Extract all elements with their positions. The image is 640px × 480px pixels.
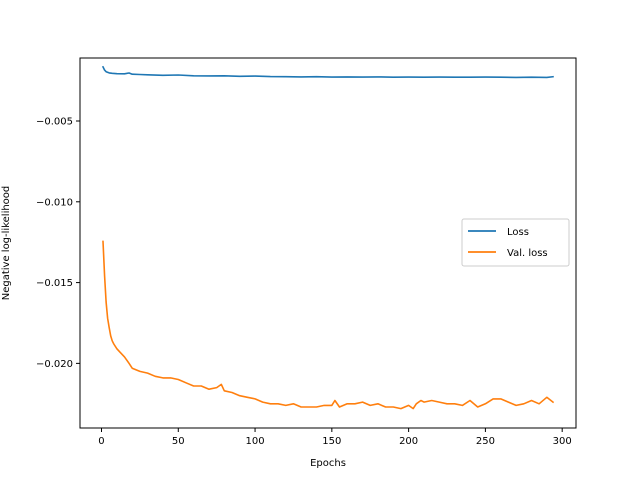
x-tick-label: 300 bbox=[553, 436, 572, 447]
legend: Loss Val. loss bbox=[461, 218, 570, 267]
axes-layer bbox=[79, 57, 577, 429]
y-tick-label: −0.020 bbox=[36, 359, 73, 370]
y-axis-ticks: −0.020 −0.015 −0.010 −0.005 bbox=[36, 117, 80, 370]
y-tick-label: −0.015 bbox=[36, 278, 73, 289]
series-layer bbox=[101, 65, 555, 410]
plot-frame bbox=[79, 57, 577, 429]
legend-label-loss: Loss bbox=[507, 227, 529, 238]
y-tick-label: −0.010 bbox=[36, 197, 73, 208]
x-tick-label: 0 bbox=[98, 436, 104, 447]
x-axis-ticks: 0 50 100 150 200 250 300 bbox=[98, 428, 572, 447]
series-line-val-loss bbox=[102, 240, 555, 410]
series-line-loss bbox=[101, 65, 554, 79]
x-tick-label: 100 bbox=[246, 436, 265, 447]
legend-label-val-loss: Val. loss bbox=[507, 248, 548, 259]
x-axis-label: Epochs bbox=[310, 458, 346, 469]
y-tick-label: −0.005 bbox=[36, 117, 73, 128]
x-tick-label: 50 bbox=[172, 436, 185, 447]
x-tick-label: 200 bbox=[399, 436, 418, 447]
x-tick-label: 250 bbox=[476, 436, 495, 447]
x-tick-label: 150 bbox=[322, 436, 341, 447]
y-axis-label: Negative log-likelihood bbox=[1, 186, 12, 301]
